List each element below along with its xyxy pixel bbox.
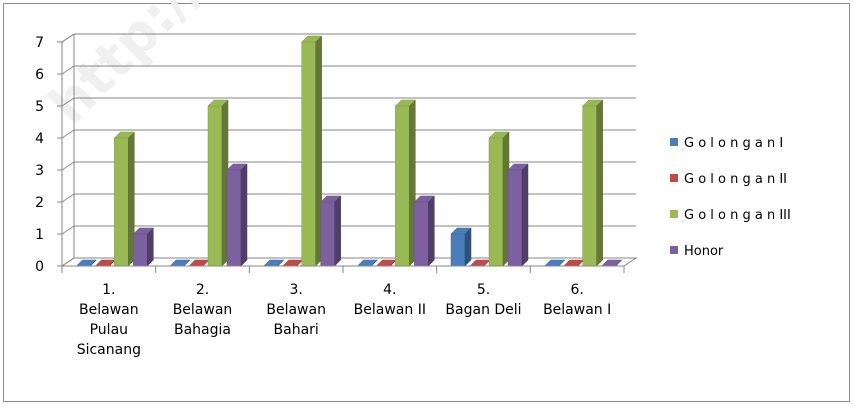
x-category-label: Belawan [266,302,326,318]
bar [320,195,342,267]
y-tick-label: 3 [35,163,44,179]
x-category-label: 6. [570,282,583,298]
bar-side [521,163,529,267]
bar-side [502,131,510,267]
bar-side [277,259,284,267]
x-category-label: Bahagia [174,322,231,338]
bar-front [582,105,597,267]
bar [507,163,529,267]
x-category-label: 2. [196,282,209,298]
bar [113,131,135,267]
x-category-label: Belawan I [543,302,611,318]
bar-front [114,137,129,267]
legend-label: G o l o n g a n III [684,208,791,223]
bar-side [90,259,97,267]
bar-front [414,201,429,267]
legend-item: G o l o n g a n I [670,136,783,151]
x-category-label: 5. [477,282,490,298]
x-category-label: Bahari [274,322,319,338]
bar-side [183,259,191,267]
y-tick-label: 1 [35,227,44,243]
bar-side [464,227,472,267]
bar-front [226,169,242,267]
x-category-label: Sicanang [77,342,141,358]
bar-side [334,195,341,267]
gridline [61,161,636,171]
bar-side [147,227,154,267]
x-category-label: 4. [383,282,396,298]
x-category-label: Bagan Deli [445,302,521,318]
x-category-label: 1. [102,282,115,298]
bar [450,227,472,267]
gridline [61,193,636,203]
bar-side [596,99,603,267]
bar [132,227,154,267]
legend-swatch [670,246,678,254]
bar [582,99,604,267]
bar-side [371,259,378,267]
wall-top-edge [61,33,75,43]
bar-front [395,105,410,267]
bar [413,195,435,267]
bar-front [507,169,523,267]
legend-item: Honor [670,244,724,259]
bar-side [221,99,229,267]
bar [301,35,323,267]
y-tick-label: 0 [35,259,44,275]
bar-side [240,163,248,267]
bar-front [320,201,335,267]
bar-front [450,233,466,267]
bar-front [133,233,148,267]
legend-item: G o l o n g a n II [670,172,787,187]
y-tick-label: 5 [35,99,44,115]
bar [488,131,510,267]
legend-swatch [670,174,678,182]
gridline [61,129,636,139]
legend-swatch [670,210,678,218]
bar-front [488,137,504,267]
x-category-label: Belawan [79,302,139,318]
legend-item: G o l o n g a n III [670,208,791,223]
y-tick-label: 2 [35,195,44,211]
x-category-label: Belawan II [354,302,426,318]
bar-front [301,41,316,267]
x-category-label: 3. [289,282,302,298]
y-tick-label: 4 [35,131,44,147]
legend-label: G o l o n g a n II [684,172,787,187]
bar [207,99,229,267]
x-category-label: Belawan [173,302,233,318]
bar-side [615,259,622,267]
y-tick-label: 6 [35,67,44,83]
watermark-text: http:// [37,0,216,136]
bar-front [207,105,223,267]
bar [394,99,416,267]
legend-label: G o l o n g a n I [684,136,783,151]
bar-side [409,99,416,267]
legend-swatch [670,138,678,146]
bar-side [558,259,565,267]
bar [226,163,248,267]
gridline [61,97,636,107]
x-category-label: Pulau [90,322,128,338]
bar-side [428,195,435,267]
bar-side [315,35,322,267]
y-tick-label: 7 [35,35,44,51]
bar-side [128,131,135,267]
legend-label: Honor [684,244,724,259]
